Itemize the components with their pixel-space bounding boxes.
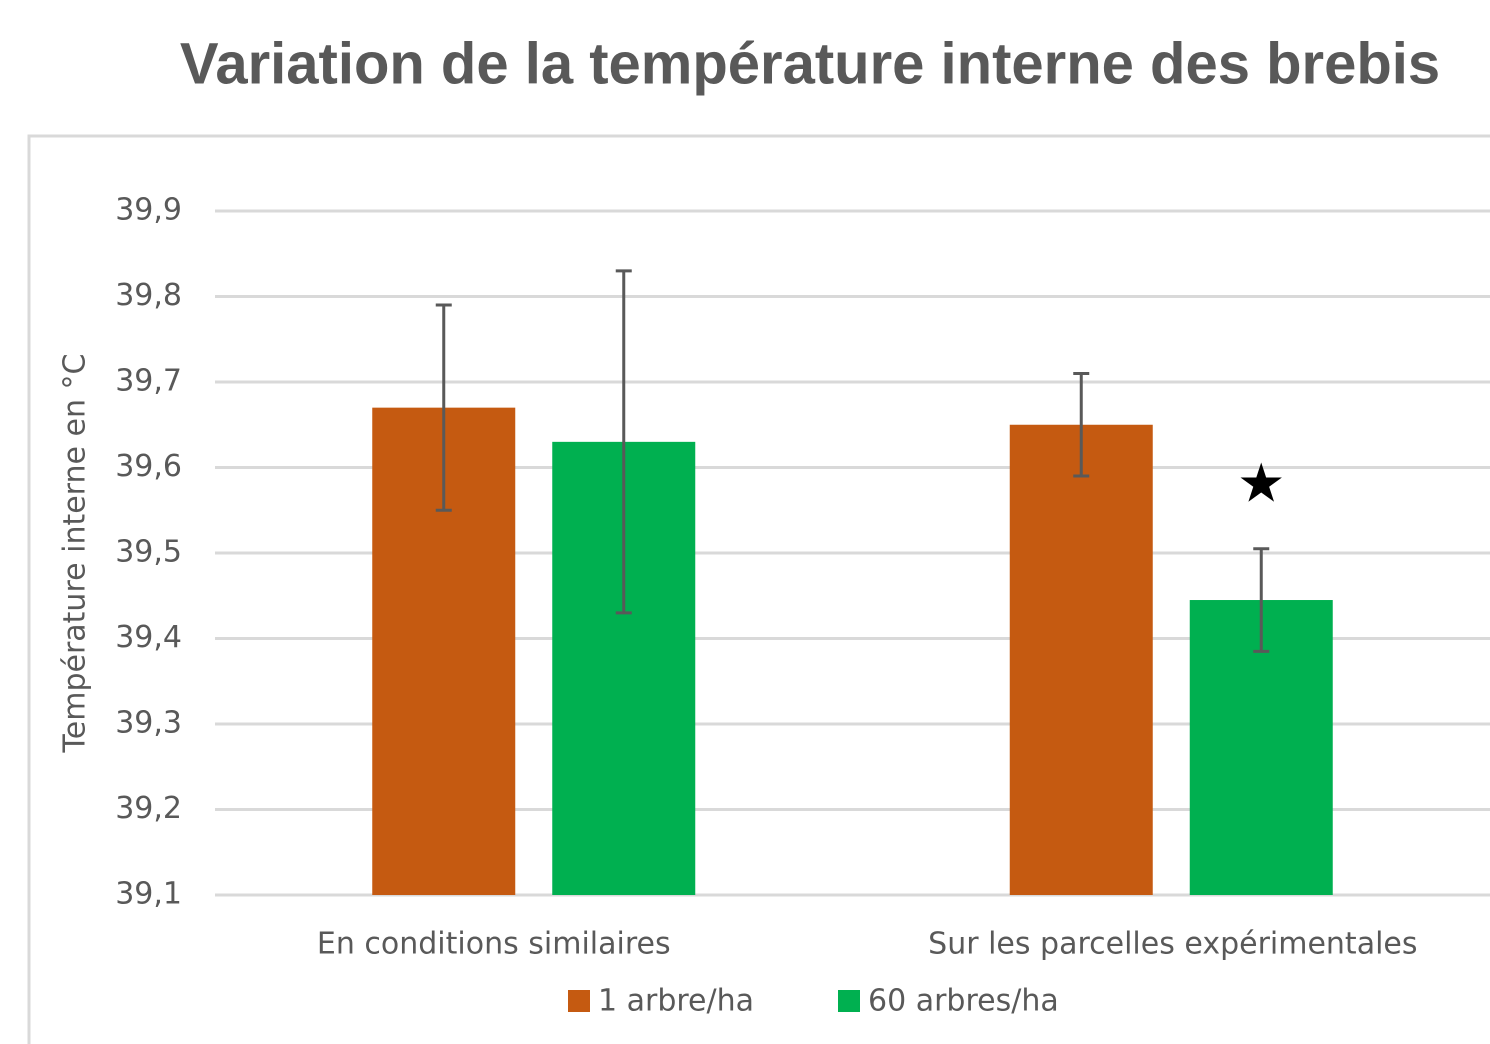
- annotation: ★: [1237, 451, 1285, 514]
- chart-title: Variation de la température interne des …: [180, 31, 1440, 96]
- error-bar: [1253, 547, 1270, 653]
- y-tick-label: 39,1: [115, 877, 182, 912]
- x-tick-label: En conditions similaires: [317, 927, 671, 962]
- bar: [1009, 424, 1153, 895]
- y-tick-label: 39,8: [115, 278, 182, 313]
- error-bar: [1073, 371, 1090, 478]
- x-tick-label: Sur les parcelles expérimentales: [928, 927, 1417, 962]
- y-tick-label: 39,7: [115, 364, 182, 399]
- error-bar: [615, 269, 632, 615]
- error-bar: [435, 303, 452, 512]
- legend-label: 60 arbres/ha: [868, 984, 1059, 1019]
- chart-frame: [27, 134, 1490, 1044]
- legend-swatch: [568, 990, 590, 1012]
- y-tick-label: 39,9: [115, 193, 182, 228]
- legend-label: 1 arbre/ha: [598, 984, 754, 1019]
- y-tick-label: 39,6: [115, 449, 182, 484]
- y-tick-label: 39,2: [115, 791, 182, 826]
- y-tick-label: 39,5: [115, 535, 182, 570]
- y-axis-label: Température interne en °C: [58, 354, 93, 754]
- y-tick-label: 39,4: [115, 620, 182, 655]
- legend-swatch: [838, 990, 860, 1012]
- y-tick-label: 39,3: [115, 706, 182, 741]
